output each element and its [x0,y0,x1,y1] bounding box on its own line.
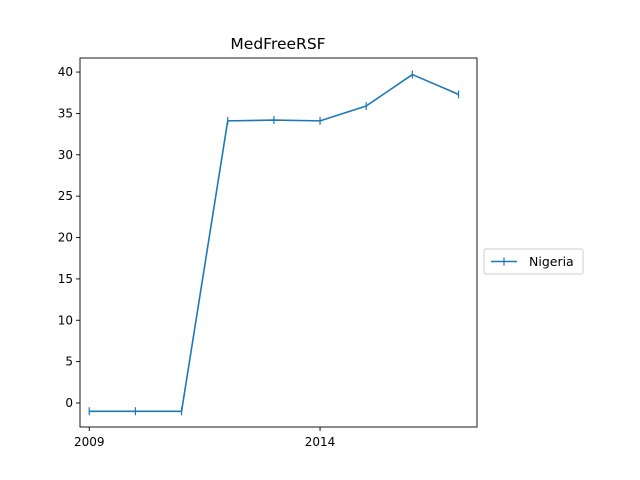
y-tick-label: 25 [58,189,73,203]
y-tick-label: 20 [58,231,73,245]
legend-label-nigeria: Nigeria [529,254,574,269]
y-tick-label: 5 [65,355,73,369]
legend-frame [483,248,584,275]
x-axis: 2009 2014 [74,427,335,449]
x-tick-label: 2009 [74,435,105,449]
x-tick-label: 2014 [305,435,336,449]
y-tick-label: 35 [58,106,73,120]
chart-title: MedFreeRSF [230,35,325,53]
plot-area [79,57,478,428]
y-tick-label: 15 [58,272,73,286]
y-tick-label: 0 [65,396,73,410]
y-tick-label: 30 [58,148,73,162]
y-tick-label: 40 [58,65,73,79]
series-layer [88,70,460,416]
y-tick-label: 10 [58,313,73,327]
legend[interactable]: Nigeria [483,248,584,275]
y-axis: 0 5 10 15 20 25 30 35 40 [58,65,80,410]
